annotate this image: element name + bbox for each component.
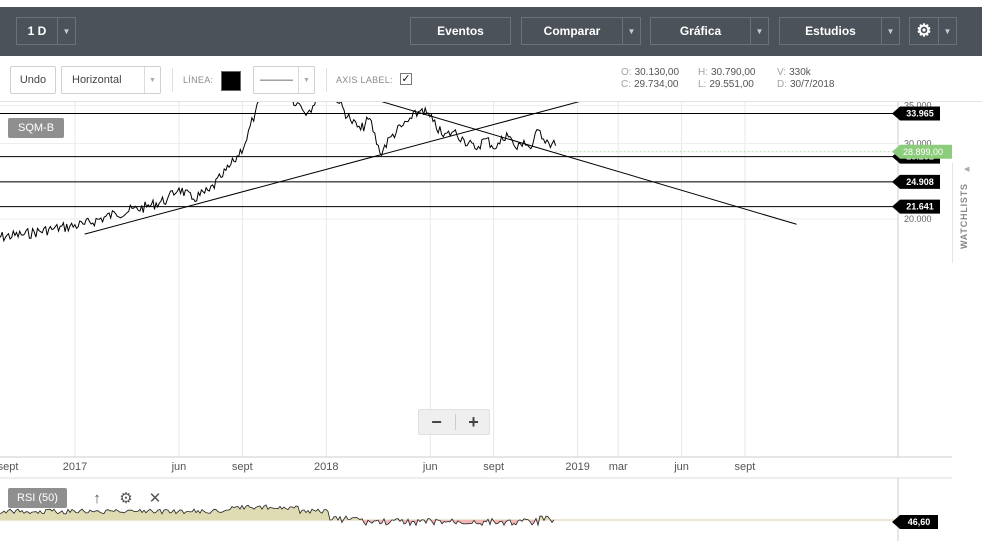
ohlc-open-close: O: 30.130,00 C: 29.734,00 xyxy=(621,67,680,90)
watchlists-label: WATCHLISTS xyxy=(959,183,969,249)
volume-value: 330k xyxy=(789,67,811,78)
arrow-up-icon[interactable]: ↑ xyxy=(93,489,101,507)
drawing-toolbar: Undo Horizontal ▼ LÍNEA: ——— ▼ AXIS LABE… xyxy=(0,56,982,102)
x-tick-label: 2018 xyxy=(314,461,338,473)
interval-button[interactable]: 1 D xyxy=(16,17,58,45)
divider xyxy=(172,68,173,92)
top-toolbar: 1 D ▼ Eventos Comparar ▼ Gráfica ▼ Estud… xyxy=(0,0,982,56)
level-badge: 24.908 xyxy=(892,174,940,189)
drawing-tool-value: Horizontal xyxy=(72,74,122,86)
high-value: 30.790,00 xyxy=(711,67,756,78)
rsi-value-label: 46,60 xyxy=(908,517,931,527)
level-badge-shape xyxy=(892,174,940,189)
level-badge: 21.641 xyxy=(892,199,940,214)
interval-dropdown-icon[interactable]: ▼ xyxy=(58,17,76,45)
x-tick-label: mar xyxy=(609,461,628,473)
x-tick-label: sept xyxy=(483,461,504,473)
open-value: 30.130,00 xyxy=(634,67,680,78)
eventos-button[interactable]: Eventos xyxy=(410,17,511,45)
x-tick-label: jun xyxy=(171,461,187,473)
rsi-area-above xyxy=(0,505,556,520)
rsi-value-badge-shape xyxy=(892,515,938,529)
divider xyxy=(455,414,456,430)
price-chart[interactable]: 20.00025.00030.00035.00040.00038.45036.5… xyxy=(0,102,952,541)
current-price-badge-label: 28.899,00 xyxy=(903,147,943,157)
x-tick-label: jun xyxy=(422,461,438,473)
line-color-label: LÍNEA: xyxy=(183,75,214,85)
comparar-button[interactable]: Comparar xyxy=(521,17,623,45)
rsi-badge: RSI (50) xyxy=(8,488,67,508)
price-axis-background xyxy=(898,102,952,541)
horizontal-levels xyxy=(0,113,898,208)
axis-label-checkbox[interactable]: ✓ xyxy=(400,73,412,85)
line-style-value: ——— xyxy=(260,74,293,86)
chevron-left-icon: ◀ xyxy=(964,166,970,173)
axis-label-label: AXIS LABEL: xyxy=(336,75,393,85)
x-tick-label: sept xyxy=(232,461,253,473)
level-badge-shape xyxy=(892,199,940,214)
undo-button[interactable]: Undo xyxy=(10,66,56,94)
line-color-swatch[interactable] xyxy=(221,71,241,91)
x-tick-label: 2017 xyxy=(63,461,87,473)
chart-background xyxy=(0,102,952,541)
trend-lines xyxy=(84,102,797,235)
y-tick-label: 35.000 xyxy=(904,102,932,111)
settings-gear-icon[interactable]: ⚙ xyxy=(909,17,939,45)
gear-icon[interactable]: ⚙ xyxy=(119,490,133,507)
zoom-out-button[interactable]: − xyxy=(431,411,442,432)
ohlc-volume-date: V: 330k D: 30/7/2018 xyxy=(777,67,835,90)
y-tick-label: 20.000 xyxy=(904,214,932,224)
grafica-dropdown-icon[interactable]: ▼ xyxy=(751,17,769,45)
chevron-down-icon: ▼ xyxy=(298,67,314,93)
level-badge-label: 21.641 xyxy=(906,202,934,212)
line-style-select[interactable]: ——— ▼ xyxy=(253,66,315,94)
grid-lines xyxy=(0,102,898,457)
trend-line xyxy=(84,102,580,235)
comparar-dropdown-icon[interactable]: ▼ xyxy=(623,17,641,45)
x-tick-label: 2019 xyxy=(565,461,589,473)
x-tick-label: sept xyxy=(735,461,756,473)
estudios-button[interactable]: Estudios xyxy=(779,17,882,45)
date-value: 30/7/2018 xyxy=(790,79,835,90)
level-badge-label: 24.908 xyxy=(906,177,934,187)
grafica-button[interactable]: Gráfica xyxy=(650,17,751,45)
watchlists-tab[interactable]: ◀ WATCHLISTS xyxy=(952,163,982,263)
chevron-down-icon: ▼ xyxy=(144,67,160,93)
rsi-value-badge: 46,60 xyxy=(892,515,938,529)
ohlc-high-low: H: 30.790,00 L: 29.551,00 xyxy=(698,67,756,90)
current-price-badge: 28.899,00 xyxy=(892,144,952,159)
divider xyxy=(326,68,327,92)
zoom-in-button[interactable]: + xyxy=(468,411,479,432)
trend-line xyxy=(381,102,797,225)
estudios-dropdown-icon[interactable]: ▼ xyxy=(882,17,900,45)
zoom-controls: − + xyxy=(418,409,490,435)
price-line xyxy=(0,102,557,243)
current-price-badge-shape xyxy=(892,144,952,159)
rsi-line xyxy=(0,504,555,527)
drawing-tool-select[interactable]: Horizontal ▼ xyxy=(61,66,161,94)
settings-dropdown-icon[interactable]: ▼ xyxy=(939,17,957,45)
low-value: 29.551,00 xyxy=(709,79,754,90)
rsi-area-below xyxy=(0,520,556,526)
level-badge-label: 33.965 xyxy=(906,109,934,119)
ticker-badge: SQM-B xyxy=(8,118,65,138)
y-tick-label: 30.000 xyxy=(904,138,932,148)
x-tick-label: sept xyxy=(0,461,18,473)
x-tick-label: jun xyxy=(673,461,689,473)
close-value: 29.734,00 xyxy=(634,79,679,90)
level-badge-shape xyxy=(892,106,940,121)
level-badge: 33.965 xyxy=(892,106,940,121)
close-icon[interactable]: ✕ xyxy=(148,490,162,507)
